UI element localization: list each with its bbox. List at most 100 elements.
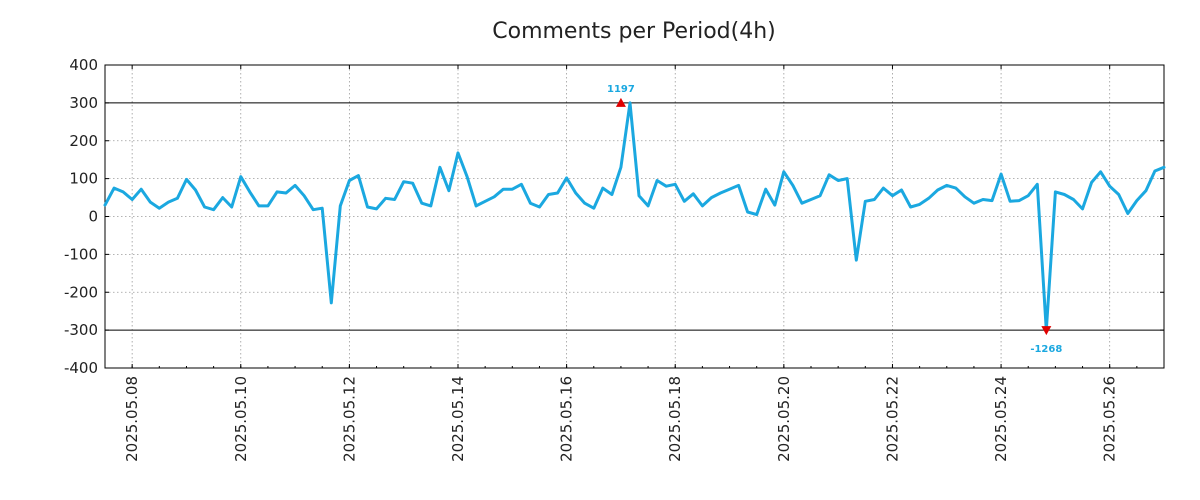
data-point	[411, 181, 414, 185]
data-point	[954, 186, 958, 190]
data-point	[239, 175, 242, 178]
data-point	[266, 204, 270, 208]
data-point	[683, 200, 686, 203]
annotation-label: -1268	[1030, 344, 1062, 355]
data-point	[846, 177, 849, 180]
data-point	[574, 191, 577, 195]
x-tick-label: 2025.05.24	[992, 376, 1010, 462]
data-point	[800, 202, 804, 205]
data-point	[619, 166, 623, 169]
data-point	[429, 204, 433, 208]
reference-lines	[105, 102, 1164, 331]
data-point	[284, 191, 288, 195]
data-point	[655, 179, 659, 182]
data-point	[1162, 166, 1166, 169]
data-point	[456, 151, 460, 155]
data-point	[194, 188, 197, 192]
series-line	[103, 101, 1166, 332]
y-tick-label: 300	[69, 94, 98, 112]
data-point	[293, 184, 297, 187]
y-tick-label: 100	[69, 170, 98, 188]
data-point	[1081, 207, 1084, 211]
data-point	[990, 199, 994, 202]
data-point	[257, 204, 261, 208]
data-point	[1099, 170, 1102, 174]
data-point	[963, 195, 967, 199]
data-point	[610, 193, 614, 196]
y-axis-ticks: 400 300 200 100 0 -100 -200 -300 -400	[64, 56, 1164, 377]
data-point	[538, 205, 541, 209]
data-point	[692, 192, 695, 195]
data-point	[909, 205, 912, 209]
data-point	[112, 186, 116, 190]
data-point	[891, 194, 894, 197]
data-point	[1027, 194, 1030, 197]
data-point	[827, 173, 831, 177]
data-point	[873, 198, 876, 201]
data-point	[275, 190, 279, 194]
data-point	[556, 191, 559, 195]
data-point	[447, 189, 451, 192]
data-point	[1036, 183, 1039, 186]
x-axis-ticks: 2025.05.08 2025.05.10 2025.05.12 2025.05.14…	[104, 65, 1165, 462]
data-point	[755, 213, 758, 216]
data-point	[1017, 199, 1021, 202]
data-point	[420, 202, 423, 205]
data-point	[357, 174, 360, 177]
data-point	[809, 198, 813, 201]
data-point	[999, 172, 1003, 176]
data-point	[529, 202, 532, 205]
x-tick-label: 2025.05.14	[449, 376, 467, 462]
data-point	[103, 203, 107, 207]
data-point	[1072, 198, 1075, 201]
chart-title: Comments per Period(4h)	[492, 19, 776, 44]
data-point	[864, 200, 867, 203]
data-point	[583, 202, 586, 205]
data-point	[818, 194, 822, 197]
data-point	[981, 198, 985, 201]
data-point	[646, 204, 650, 208]
data-point	[710, 196, 713, 199]
data-point	[402, 180, 405, 183]
data-point	[936, 188, 939, 192]
data-point	[1126, 212, 1129, 215]
data-point	[900, 188, 903, 192]
annotations: 1197 -1268	[607, 84, 1062, 355]
data-point	[1063, 193, 1066, 196]
data-point	[701, 204, 704, 208]
y-tick-label: -400	[64, 359, 98, 377]
y-tick-label: -300	[64, 321, 98, 339]
data-point	[918, 203, 921, 206]
data-point	[764, 188, 767, 191]
data-point	[637, 194, 641, 197]
data-point	[248, 190, 252, 194]
data-point	[203, 205, 206, 209]
x-tick-label: 2025.05.26	[1101, 376, 1119, 462]
data-point	[311, 208, 315, 211]
data-point	[1108, 185, 1111, 188]
data-point	[221, 196, 224, 199]
data-point	[483, 200, 487, 203]
series-layer	[103, 101, 1166, 332]
data-point	[1054, 190, 1057, 194]
data-point	[728, 188, 731, 191]
data-point	[438, 166, 442, 169]
x-tick-label: 2025.05.20	[775, 376, 793, 462]
data-point	[176, 197, 179, 200]
data-point	[1153, 169, 1157, 173]
data-point	[882, 186, 885, 190]
data-point	[664, 185, 668, 188]
data-point	[628, 101, 632, 105]
data-point	[674, 183, 677, 186]
data-point	[1008, 200, 1012, 203]
x-tick-label: 2025.05.22	[883, 376, 901, 462]
annotation-marker	[1041, 326, 1052, 336]
data-point	[140, 188, 143, 191]
data-point	[791, 184, 795, 187]
data-point	[474, 204, 478, 208]
data-point	[384, 197, 387, 200]
data-point	[782, 170, 786, 174]
x-tick-label: 2025.05.18	[666, 376, 684, 462]
y-tick-label: 200	[69, 132, 98, 150]
